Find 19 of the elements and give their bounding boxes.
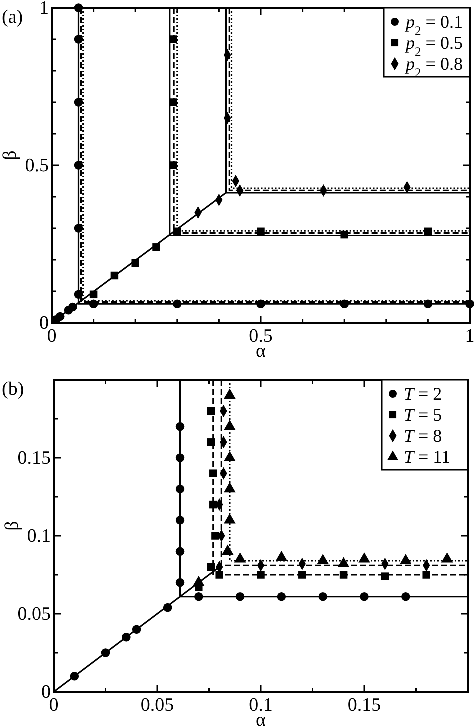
y-tick-label: 1 [40, 0, 49, 19]
y-axis-title: β [2, 521, 23, 531]
y-axis-title: β [0, 150, 21, 160]
chart-title: (b) [2, 379, 24, 400]
y-tick-label: 0 [40, 313, 49, 334]
x-tick-label: 1 [465, 326, 474, 347]
legend-label: p$_{2}$ = 0.1 [404, 12, 463, 38]
y-tick-label: 0 [42, 682, 51, 703]
y-tick-label: 0.1 [27, 526, 51, 547]
x-tick-label: 0.05 [140, 695, 174, 716]
legend-label: T = 11 [404, 447, 450, 467]
x-tick-label: 0.15 [348, 695, 382, 716]
legend-label: T = 8 [404, 426, 442, 446]
legend-label: T = 2 [404, 384, 442, 404]
chart-title: (a) [2, 7, 24, 28]
y-tick-label: 0.05 [18, 604, 51, 625]
y-tick-label: 0.15 [18, 448, 51, 469]
legend-label: T = 5 [404, 405, 442, 425]
y-tick-label: 0.5 [25, 156, 49, 176]
